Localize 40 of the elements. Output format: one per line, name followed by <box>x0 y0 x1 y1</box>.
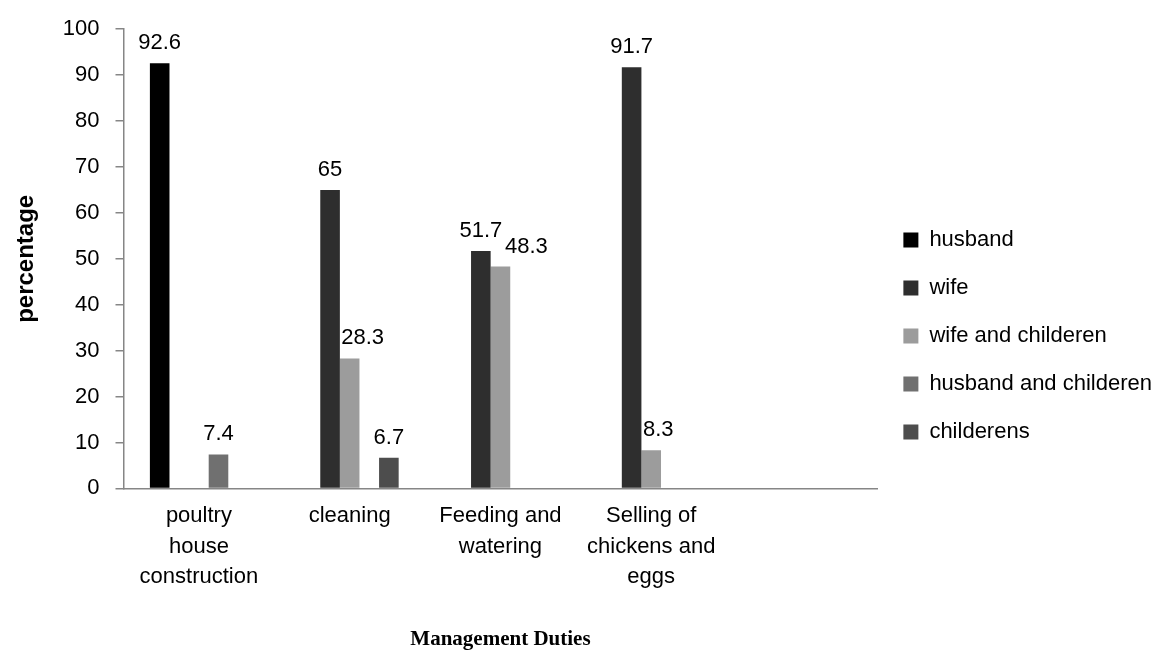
x-axis-title: Management Duties <box>410 625 591 650</box>
bar <box>339 358 360 488</box>
legend-label: wife <box>928 274 969 300</box>
data-label: 8.3 <box>642 416 674 442</box>
x-tick-label: Selling of chickens and eggs <box>587 501 716 589</box>
x-tick-label: Feeding and watering <box>439 501 562 558</box>
legend-label: husband and childeren <box>929 370 1152 396</box>
y-tick-label: 20 <box>75 382 100 408</box>
y-tick-label: 40 <box>75 290 100 316</box>
y-tick-label: 100 <box>62 15 100 41</box>
bar <box>379 457 399 488</box>
bar <box>471 250 491 488</box>
y-tick-label: 60 <box>75 198 100 224</box>
y-tick-label: 70 <box>75 153 100 179</box>
data-label: 48.3 <box>505 232 548 258</box>
data-label: 6.7 <box>373 423 405 449</box>
x-tick-label: poultry house construction <box>139 501 259 589</box>
legend-label: husband <box>929 226 1014 252</box>
legend-label: wife and childeren <box>928 322 1107 348</box>
bar <box>490 266 511 488</box>
data-label: 7.4 <box>203 420 234 446</box>
data-label: 65 <box>317 155 343 181</box>
data-label: 28.3 <box>341 324 385 350</box>
bar <box>149 63 170 488</box>
y-tick-label: 0 <box>87 474 100 500</box>
y-tick-label: 50 <box>75 244 100 270</box>
y-axis-title: percentage <box>11 194 39 323</box>
data-label: 91.7 <box>610 33 654 59</box>
y-tick-label: 10 <box>75 428 100 454</box>
bar <box>208 454 229 488</box>
bar <box>621 67 642 488</box>
data-label: 51.7 <box>459 216 503 242</box>
bar <box>641 450 662 488</box>
legend-label: childerens <box>929 418 1030 444</box>
y-tick-label: 90 <box>75 61 100 87</box>
y-tick-label: 30 <box>75 336 100 362</box>
bar <box>320 189 340 488</box>
data-label: 92.6 <box>138 29 182 55</box>
x-tick-label: cleaning <box>308 501 391 527</box>
y-tick-label: 80 <box>75 107 100 133</box>
